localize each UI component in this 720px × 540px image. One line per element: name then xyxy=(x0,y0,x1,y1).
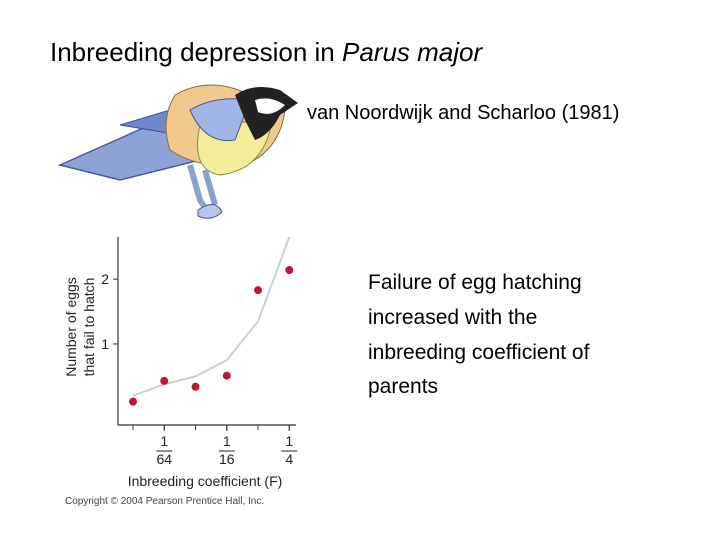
y-tick-label: 2 xyxy=(101,271,109,287)
y-axis-title: Number of eggs xyxy=(63,277,79,377)
title-text: Inbreeding depression in xyxy=(50,37,342,67)
denominator: 16 xyxy=(219,451,235,467)
numerator: 1 xyxy=(223,433,231,449)
body-line: increased with the xyxy=(368,306,537,329)
slide-title: Inbreeding depression in Parus major xyxy=(50,37,483,67)
point xyxy=(160,376,169,385)
body-line: parents xyxy=(368,375,438,398)
denominator: 4 xyxy=(285,451,293,467)
fit-curve xyxy=(132,236,291,397)
point xyxy=(222,371,231,380)
copyright: Copyright © 2004 Pearson Prentice Hall, … xyxy=(65,496,264,507)
title-italic: Parus major xyxy=(342,37,483,67)
point xyxy=(254,286,263,295)
x-axis-title: Inbreeding coefficient (F) xyxy=(128,473,283,489)
denominator: 64 xyxy=(156,451,172,467)
body-line: Failure of egg hatching xyxy=(368,271,582,294)
numerator: 1 xyxy=(285,433,293,449)
bird xyxy=(57,84,298,219)
y-axis-title: that fail to hatch xyxy=(81,278,97,377)
x-tick-label: 1 16 xyxy=(219,433,235,467)
numerator: 1 xyxy=(160,433,168,449)
point xyxy=(285,266,294,275)
point xyxy=(129,397,138,406)
y-tick-label: 1 xyxy=(101,336,109,352)
body-line: inbreeding coefficient of xyxy=(368,341,590,364)
citation: van Noordwijk and Scharloo (1981) xyxy=(307,102,619,124)
point xyxy=(191,382,200,391)
x-tick-label: 1 64 xyxy=(156,433,172,467)
